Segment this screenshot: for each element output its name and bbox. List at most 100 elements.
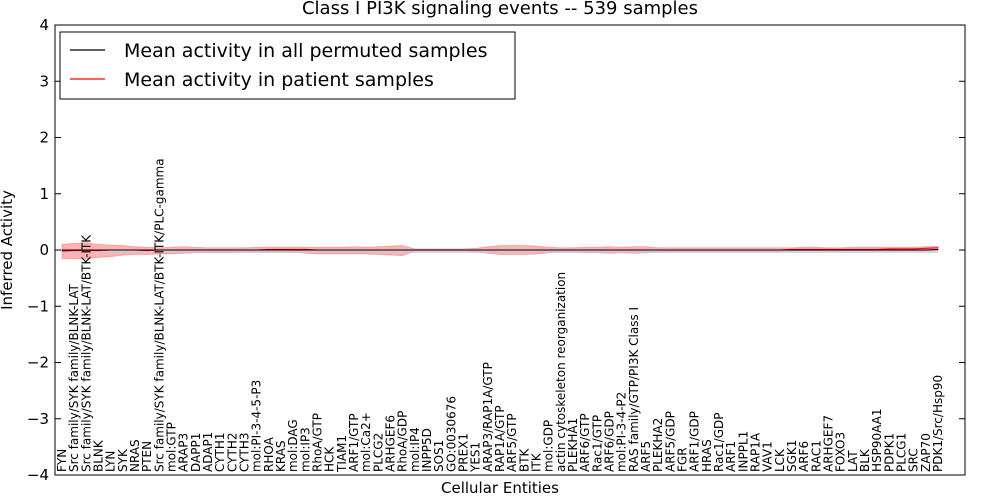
data-point-permuted bbox=[767, 249, 769, 251]
data-point-permuted bbox=[706, 249, 708, 251]
data-point-permuted bbox=[572, 249, 574, 251]
category-label: mol:Ca2+ bbox=[359, 412, 373, 472]
chart-title: Class I PI3K signaling events -- 539 sam… bbox=[302, 0, 698, 19]
data-point-permuted bbox=[268, 249, 270, 251]
category-label: SGK1 bbox=[785, 440, 799, 472]
legend-label-patient: Mean activity in patient samples bbox=[124, 69, 434, 91]
data-point-permuted bbox=[341, 249, 343, 251]
data-point-permuted bbox=[633, 249, 635, 251]
category-label: GO:0030676 bbox=[444, 396, 458, 472]
category-label: mol:IP4 bbox=[408, 427, 422, 472]
data-point-permuted bbox=[487, 249, 489, 251]
data-point-permuted bbox=[596, 249, 598, 251]
data-point-permuted bbox=[730, 249, 732, 251]
category-label: actin cytoskeleton reorganization bbox=[554, 272, 568, 472]
data-point-permuted bbox=[171, 249, 172, 251]
data-point-permuted bbox=[815, 249, 817, 251]
data-point-permuted bbox=[925, 249, 927, 251]
data-point-patient bbox=[61, 250, 63, 252]
category-label: ARF6/GTP bbox=[578, 413, 592, 472]
data-point-permuted bbox=[864, 249, 866, 251]
y-tick-label: −1 bbox=[27, 297, 49, 315]
data-point-permuted bbox=[852, 249, 854, 251]
x-axis-label: Cellular Entities bbox=[441, 479, 559, 497]
category-label: Src family/SYK family/BLNK-LAT/BTK-ITK bbox=[79, 234, 93, 472]
data-point-patient bbox=[888, 248, 890, 250]
data-point-permuted bbox=[560, 249, 562, 251]
data-point-permuted bbox=[876, 249, 878, 251]
category-label: ARF1/GTP bbox=[347, 413, 361, 472]
legend: Mean activity in all permuted samples Me… bbox=[59, 31, 516, 100]
y-tick-label: −4 bbox=[27, 466, 49, 484]
category-label: RAP1A bbox=[749, 432, 763, 472]
category-label: SOS1 bbox=[432, 440, 446, 472]
category-label: PTEN bbox=[140, 441, 154, 472]
category-label: TIAM1 bbox=[335, 435, 349, 473]
data-point-permuted bbox=[244, 249, 245, 251]
data-point-permuted bbox=[219, 249, 221, 251]
category-label: VAV1 bbox=[761, 441, 775, 472]
category-label: Rac1/GDP bbox=[712, 413, 726, 472]
data-point-patient bbox=[937, 247, 939, 249]
series-layer bbox=[61, 247, 939, 252]
category-label: PDK1/Src/Hsp90 bbox=[931, 375, 945, 472]
data-point-permuted bbox=[195, 249, 197, 251]
data-point-permuted bbox=[645, 249, 647, 251]
data-point-permuted bbox=[937, 248, 939, 250]
category-label: BLK bbox=[858, 448, 872, 472]
category-label: ARF1/GDP bbox=[688, 411, 702, 472]
data-point-permuted bbox=[146, 249, 148, 251]
y-tick-label: 4 bbox=[39, 16, 49, 34]
data-point-permuted bbox=[390, 249, 391, 251]
data-point-permuted bbox=[511, 249, 513, 251]
category-label: HRAS bbox=[700, 439, 714, 472]
data-point-permuted bbox=[694, 249, 696, 251]
category-label: CYTH2 bbox=[225, 433, 239, 473]
data-point-permuted bbox=[682, 249, 683, 251]
data-point-permuted bbox=[365, 249, 367, 251]
data-point-permuted bbox=[414, 249, 416, 251]
data-point-permuted bbox=[438, 249, 440, 251]
category-label: DAPP1 bbox=[189, 433, 203, 472]
data-point-permuted bbox=[329, 249, 331, 251]
category-label: ARF6/GDP bbox=[603, 411, 617, 472]
category-label: PLCG1 bbox=[895, 433, 909, 472]
legend-label-permuted: Mean activity in all permuted samples bbox=[124, 40, 487, 62]
category-label: CYTH3 bbox=[238, 433, 252, 473]
category-label: ARAP3/RAP1A/GTP bbox=[481, 362, 495, 472]
data-point-permuted bbox=[499, 249, 501, 251]
data-point-permuted bbox=[840, 249, 842, 251]
category-label: BTK bbox=[517, 447, 531, 472]
category-label: FGR bbox=[676, 447, 690, 472]
plot-frame bbox=[54, 24, 966, 476]
band-layer bbox=[61, 242, 939, 260]
category-label: LYN bbox=[104, 451, 118, 472]
category-label: RhoA/GDP bbox=[396, 411, 410, 472]
y-tick-label: −3 bbox=[27, 410, 49, 428]
data-point-permuted bbox=[475, 249, 477, 251]
data-point-permuted bbox=[828, 249, 829, 251]
category-label: mol:IP3 bbox=[298, 427, 312, 472]
category-label: FYN bbox=[55, 449, 69, 472]
y-tick-label: 3 bbox=[39, 72, 49, 90]
data-point-permuted bbox=[803, 249, 805, 251]
category-label: RhoA/GTP bbox=[311, 413, 325, 472]
category-label: RAP1A/GTP bbox=[493, 405, 507, 472]
data-point-permuted bbox=[657, 249, 659, 251]
category-label: mol:GTP bbox=[165, 422, 179, 472]
category-label: ITK bbox=[530, 452, 544, 472]
data-point-permuted bbox=[183, 249, 185, 251]
category-label: PDPK1 bbox=[882, 433, 896, 472]
category-label: Rac1/GTP bbox=[590, 415, 604, 472]
category-label: YES1 bbox=[469, 442, 483, 473]
category-label: INPPL1 bbox=[736, 431, 750, 472]
category-label: ADAP1 bbox=[201, 432, 215, 472]
y-tick-label: −2 bbox=[27, 354, 49, 372]
category-label: mol:GDP bbox=[542, 420, 556, 472]
category-label: FOXO3 bbox=[834, 432, 848, 472]
data-point-permuted bbox=[609, 249, 610, 251]
category-label: RHOA bbox=[262, 436, 276, 472]
category-label: ARHGEF6 bbox=[384, 415, 398, 472]
